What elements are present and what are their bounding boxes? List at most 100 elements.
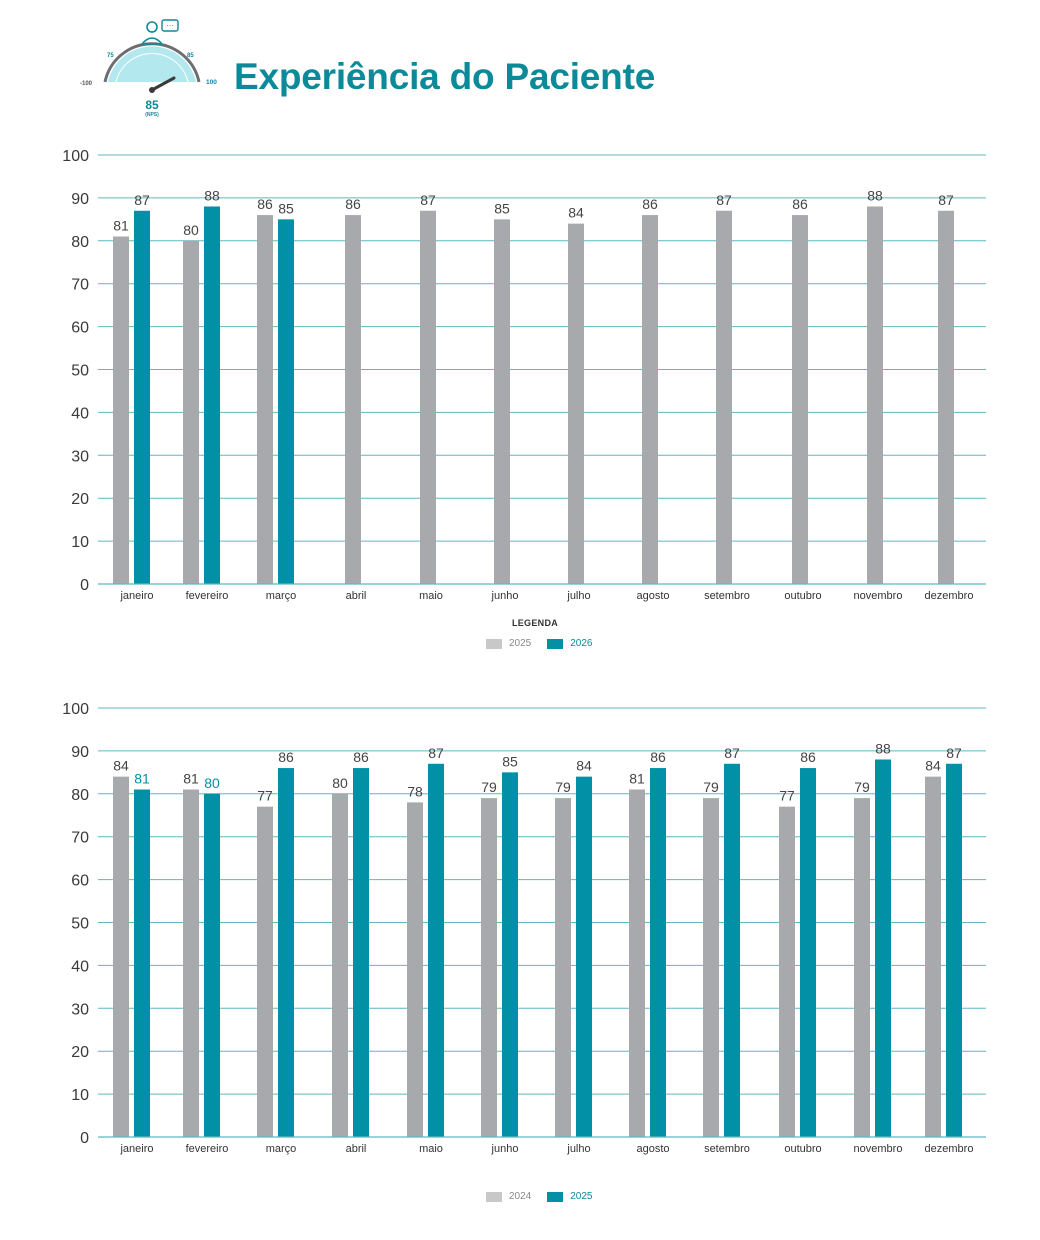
- data-label: 78: [407, 783, 423, 799]
- x-tick-label: maio: [419, 1143, 443, 1155]
- bar-2025: [257, 215, 273, 584]
- bar-2024: [113, 776, 129, 1137]
- y-tick-label: 100: [62, 701, 89, 718]
- bar-2024: [703, 798, 719, 1137]
- x-tick-label: outubro: [784, 590, 821, 602]
- bar-2025: [420, 210, 436, 584]
- gauge-fill: [108, 46, 196, 82]
- bar-2024: [925, 776, 941, 1137]
- data-label: 77: [779, 788, 795, 804]
- data-label: 88: [204, 187, 220, 203]
- data-label: 79: [703, 779, 719, 795]
- bar-2024: [183, 789, 199, 1137]
- y-tick-label: 100: [62, 148, 89, 165]
- x-tick-label: dezembro: [925, 590, 974, 602]
- y-tick-label: 60: [71, 873, 89, 890]
- data-label: 81: [134, 771, 150, 787]
- data-label: 87: [946, 745, 962, 761]
- gauge-unit-label: (NPS): [145, 112, 159, 118]
- legend: 2024 2025: [486, 1191, 601, 1202]
- data-label: 80: [204, 775, 220, 791]
- gauge-mark-a-label: 75: [107, 53, 114, 59]
- chat-bubble-icon: [161, 19, 179, 32]
- data-label: 87: [724, 745, 740, 761]
- data-label: 84: [568, 205, 584, 221]
- bar-2025: [938, 210, 954, 584]
- y-tick-label: 70: [71, 277, 89, 294]
- data-label: 85: [494, 200, 510, 216]
- bar-2026: [204, 206, 220, 584]
- y-tick-label: 30: [71, 448, 89, 465]
- bar-2025: [867, 206, 883, 584]
- bar-2025: [134, 789, 150, 1137]
- data-label: 80: [183, 222, 199, 238]
- y-tick-label: 20: [71, 1044, 89, 1061]
- x-tick-label: novembro: [854, 590, 903, 602]
- y-tick-label: 20: [71, 491, 89, 508]
- y-tick-label: 60: [71, 320, 89, 337]
- gauge-mark-b-label: 85: [187, 53, 194, 59]
- y-tick-label: 0: [80, 1130, 89, 1147]
- data-label: 81: [183, 771, 199, 787]
- y-tick-label: 80: [71, 234, 89, 251]
- y-tick-label: 50: [71, 363, 89, 380]
- bar-2025: [278, 768, 294, 1137]
- y-tick-label: 90: [71, 191, 89, 208]
- x-tick-label: novembro: [854, 1143, 903, 1155]
- x-tick-label: abril: [346, 590, 367, 602]
- data-label: 87: [420, 192, 436, 208]
- x-tick-label: dezembro: [925, 1143, 974, 1155]
- data-label: 84: [925, 758, 941, 774]
- legend-item-series-b: 2026: [547, 638, 593, 649]
- bar-2026: [134, 210, 150, 584]
- bar-2025: [642, 215, 658, 584]
- bar-chart-svg: 0 10 20 30 40 50 60 70 80 90 100 janeiro 84 81 feverei…: [62, 701, 986, 1155]
- bar-2025: [345, 215, 361, 584]
- bar-2024: [629, 789, 645, 1137]
- x-tick-label: fevereiro: [186, 590, 229, 602]
- bar-2025: [576, 776, 592, 1137]
- legend-swatch-gray: [486, 1191, 502, 1202]
- legend-swatch-gray: [486, 638, 502, 649]
- data-label: 86: [642, 196, 658, 212]
- legend-label: 2025: [570, 1191, 593, 1202]
- y-tick-label: 50: [71, 916, 89, 933]
- data-label: 88: [875, 740, 891, 756]
- y-tick-label: 70: [71, 830, 89, 847]
- data-label: 87: [134, 192, 150, 208]
- gauge-hub: [149, 87, 155, 93]
- data-label: 80: [332, 775, 348, 791]
- gauge-max-label: 100: [206, 79, 217, 86]
- bar-2025: [800, 768, 816, 1137]
- y-tick-label: 40: [71, 405, 89, 422]
- x-tick-label: fevereiro: [186, 1143, 229, 1155]
- y-tick-label: 90: [71, 744, 89, 761]
- bar-2025: [946, 763, 962, 1137]
- bar-2025: [792, 215, 808, 584]
- bar-2025: [494, 219, 510, 584]
- legend-title: LEGENDA: [511, 618, 559, 628]
- data-label: 87: [938, 192, 954, 208]
- page-title: Experiência do Paciente: [234, 56, 656, 97]
- data-label: 86: [278, 749, 294, 765]
- gauge-min-label: -100: [80, 81, 93, 87]
- x-tick-label: junho: [491, 590, 519, 602]
- bar-2026: [278, 219, 294, 584]
- bar-2024: [854, 798, 870, 1137]
- x-tick-label: junho: [491, 1143, 519, 1155]
- y-tick-label: 10: [71, 1087, 89, 1104]
- data-label: 84: [113, 758, 129, 774]
- bar-2025: [113, 236, 129, 584]
- chart-2025-2026: 0 10 20 30 40 50 60 70 80 90 100 janeiro 81 87 feverei…: [0, 140, 1040, 660]
- gauge-value-label: 85: [145, 98, 159, 112]
- legend-item-series-b: 2025: [547, 1191, 593, 1202]
- x-tick-label: março: [266, 590, 297, 602]
- bar-2025: [568, 223, 584, 584]
- data-label: 88: [867, 187, 883, 203]
- data-label: 81: [629, 771, 645, 787]
- bar-2024: [407, 802, 423, 1137]
- y-tick-label: 10: [71, 534, 89, 551]
- x-tick-label: outubro: [784, 1143, 821, 1155]
- chart-2024-2025: 0 10 20 30 40 50 60 70 80 90 100 janeiro 84 81 feverei…: [0, 693, 1040, 1213]
- y-tick-label: 30: [71, 1001, 89, 1018]
